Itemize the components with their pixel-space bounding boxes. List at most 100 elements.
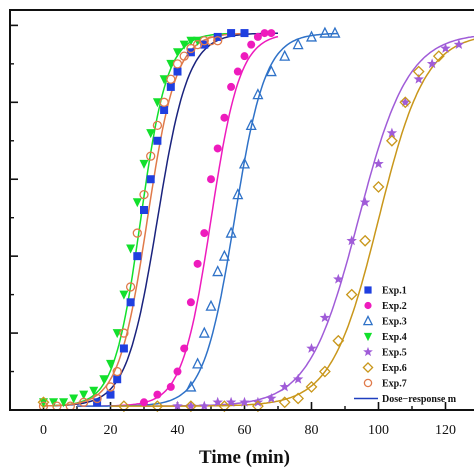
data-point-exp1 — [160, 106, 169, 114]
data-point-exp6 — [184, 400, 197, 413]
data-point-exp1 — [166, 82, 175, 91]
data-point-exp4 — [146, 129, 156, 139]
data-point-exp7 — [179, 51, 189, 61]
data-point-exp3 — [218, 249, 230, 261]
data-point-exp1 — [119, 344, 128, 353]
data-point-exp1 — [113, 375, 122, 384]
data-point-exp3 — [319, 26, 331, 38]
data-point-exp5 — [346, 235, 357, 246]
fit-curve — [77, 32, 339, 407]
x-tick-label: 100 — [368, 423, 389, 438]
data-point-exp7 — [152, 120, 163, 131]
data-point-exp1 — [146, 175, 155, 184]
data-point-exp5 — [292, 373, 304, 384]
data-point-exp6 — [251, 400, 264, 413]
data-point-exp2 — [186, 298, 195, 307]
data-point-exp3 — [245, 118, 257, 131]
legend-label: Exp.7 — [382, 379, 407, 390]
x-axis-title: Time (min) — [199, 447, 290, 468]
data-point-exp5 — [239, 396, 250, 407]
data-point-exp2 — [200, 229, 209, 238]
data-point-exp7 — [92, 393, 102, 404]
data-point-exp2 — [173, 367, 182, 376]
data-point-exp6 — [318, 365, 331, 378]
data-point-exp6 — [385, 134, 398, 147]
data-point-exp4 — [79, 390, 89, 400]
data-point-exp6 — [151, 400, 164, 413]
legend-marker — [363, 346, 373, 357]
data-point-exp3 — [212, 265, 224, 277]
data-point-exp7 — [146, 151, 156, 161]
x-tick-label: 20 — [104, 423, 118, 438]
data-point-exp3 — [185, 380, 197, 392]
data-point-exp1 — [126, 298, 135, 307]
data-point-exp5 — [172, 400, 183, 411]
legend-label: Exp.4 — [382, 332, 407, 343]
fit-curve — [43, 32, 228, 407]
data-point-exp7 — [105, 382, 116, 392]
data-point-exp3 — [192, 357, 204, 369]
data-point-exp2 — [153, 390, 162, 399]
data-point-exp4 — [112, 329, 122, 339]
data-point-exp1 — [240, 29, 249, 38]
data-point-exp7 — [166, 74, 176, 84]
data-point-exp2 — [140, 398, 148, 407]
data-point-exp1 — [173, 67, 182, 76]
data-point-exp4 — [139, 159, 149, 169]
data-point-exp2 — [207, 175, 215, 184]
legend-label: Exp.3 — [382, 317, 407, 328]
data-point-exp6 — [432, 50, 445, 63]
data-point-exp6 — [412, 65, 425, 78]
data-point-exp5 — [413, 73, 424, 84]
legend-marker — [364, 301, 372, 310]
data-point-exp1 — [153, 136, 162, 145]
data-point-exp4 — [69, 394, 79, 404]
data-point-exp6 — [292, 392, 305, 405]
data-point-exp7 — [112, 366, 122, 377]
data-point-exp2 — [213, 144, 222, 153]
data-point-exp7 — [119, 328, 129, 338]
x-tick-label: 40 — [171, 423, 185, 438]
data-point-exp7 — [79, 397, 89, 407]
plot-frame — [9, 9, 474, 411]
legend: Exp.1 Exp.2 Exp.3 Exp.4 Exp.5 Exp.6 Exp.7 Dose−… — [354, 286, 457, 405]
data-point-exp4 — [119, 290, 129, 300]
data-point-exp6 — [332, 334, 345, 347]
data-point-exp2 — [193, 259, 202, 268]
data-point-exp7 — [192, 39, 203, 50]
data-point-exp2 — [253, 32, 262, 41]
data-point-exp5 — [386, 127, 398, 138]
data-point-exp6 — [372, 181, 385, 193]
data-point-exp5 — [225, 396, 237, 407]
data-point-exp4 — [89, 386, 99, 396]
data-point-exp3 — [252, 88, 264, 100]
fit-curve — [43, 32, 245, 407]
data-point-exp5 — [199, 400, 210, 411]
data-point-exp5 — [306, 342, 317, 353]
data-point-exp4 — [49, 398, 59, 408]
data-point-exp7 — [206, 36, 216, 46]
data-point-exp2 — [260, 29, 269, 38]
data-point-exp6 — [359, 234, 372, 247]
data-point-exp5 — [212, 396, 223, 407]
x-tick-label: 120 — [435, 423, 456, 438]
x-tick-labels: 0 20 40 60 80 100 120 — [40, 423, 456, 438]
legend-label: Exp.6 — [382, 363, 407, 374]
data-point-exp1 — [106, 390, 115, 399]
legend-marker — [362, 314, 374, 326]
data-point-exp4 — [99, 375, 109, 385]
data-point-exp1 — [227, 29, 236, 38]
data-point-exp6 — [278, 396, 291, 409]
data-point-exp4 — [166, 59, 176, 69]
legend-fit-label: Dose−response m — [382, 394, 457, 405]
data-point-exp3 — [238, 157, 251, 169]
data-point-exp2 — [180, 344, 189, 353]
x-tick-label: 80 — [305, 423, 319, 438]
data-point-exp4 — [173, 48, 182, 58]
data-point-exp4 — [59, 398, 69, 408]
data-point-exp7 — [186, 43, 196, 54]
legend-marker — [363, 378, 373, 388]
data-point-exp4 — [179, 40, 189, 50]
data-point-exp3 — [265, 65, 277, 77]
